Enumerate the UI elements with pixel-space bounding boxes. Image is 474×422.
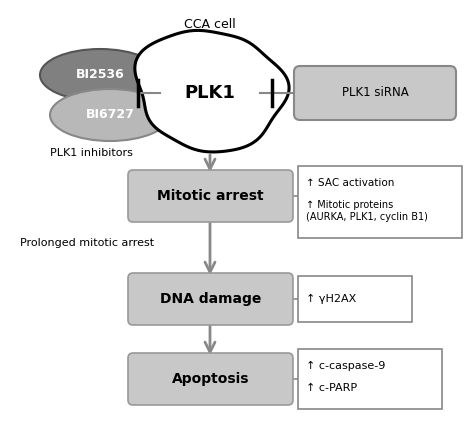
FancyBboxPatch shape — [298, 276, 412, 322]
Text: Apoptosis: Apoptosis — [172, 372, 249, 386]
Polygon shape — [135, 30, 289, 152]
Text: Prolonged mitotic arrest: Prolonged mitotic arrest — [20, 238, 154, 248]
Text: PLK1: PLK1 — [184, 84, 236, 102]
FancyBboxPatch shape — [298, 166, 462, 238]
FancyBboxPatch shape — [128, 170, 293, 222]
FancyBboxPatch shape — [298, 349, 442, 409]
Text: BI6727: BI6727 — [86, 108, 135, 122]
Text: ↑ c-caspase-9: ↑ c-caspase-9 — [306, 361, 385, 371]
Text: BI2536: BI2536 — [76, 68, 124, 81]
FancyBboxPatch shape — [128, 273, 293, 325]
Text: ↑ Mitotic proteins
(AURKA, PLK1, cyclin B1): ↑ Mitotic proteins (AURKA, PLK1, cyclin … — [306, 200, 428, 222]
Ellipse shape — [40, 49, 160, 101]
Text: PLK1 siRNA: PLK1 siRNA — [342, 87, 409, 100]
Text: DNA damage: DNA damage — [160, 292, 261, 306]
FancyBboxPatch shape — [294, 66, 456, 120]
Text: ↑ γH2AX: ↑ γH2AX — [306, 294, 356, 304]
Text: PLK1 inhibitors: PLK1 inhibitors — [50, 148, 133, 158]
Text: ↑ c-PARP: ↑ c-PARP — [306, 383, 357, 393]
Text: CCA cell: CCA cell — [184, 18, 236, 31]
Text: ↑ SAC activation: ↑ SAC activation — [306, 178, 394, 188]
Ellipse shape — [50, 89, 170, 141]
Text: Mitotic arrest: Mitotic arrest — [157, 189, 264, 203]
FancyBboxPatch shape — [128, 353, 293, 405]
